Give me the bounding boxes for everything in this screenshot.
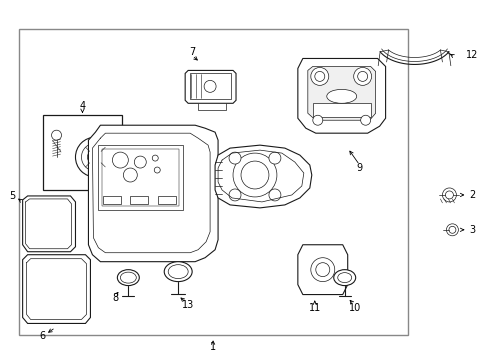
Text: 9: 9 [356,163,362,173]
Text: 4: 4 [79,101,85,111]
Bar [19,28,407,336]
Bar [130,196,148,204]
Polygon shape [22,255,90,323]
Ellipse shape [120,272,136,283]
Circle shape [315,263,329,276]
Polygon shape [88,125,218,262]
Ellipse shape [326,89,356,103]
Bar [102,149,179,206]
Ellipse shape [168,265,188,279]
Circle shape [203,80,216,92]
Circle shape [268,189,280,201]
Text: 2: 2 [468,190,475,200]
Circle shape [241,161,268,189]
Bar [312,103,370,117]
Bar [190,73,230,99]
Circle shape [134,156,146,168]
Text: 1: 1 [210,342,216,352]
Circle shape [51,130,61,140]
Circle shape [312,115,322,125]
Circle shape [87,149,103,165]
Circle shape [353,67,371,85]
Ellipse shape [164,262,192,282]
Circle shape [228,152,241,164]
Polygon shape [215,145,311,208]
Circle shape [446,224,457,236]
Polygon shape [297,245,347,294]
Circle shape [445,191,452,199]
Circle shape [268,152,280,164]
Circle shape [228,189,241,201]
Bar [98,145,183,210]
Text: 6: 6 [40,332,45,341]
Circle shape [81,143,109,171]
Circle shape [442,188,455,202]
Bar [103,196,121,204]
Circle shape [448,226,455,233]
Circle shape [75,137,115,177]
Circle shape [112,152,128,168]
Circle shape [360,115,370,125]
Circle shape [233,153,276,197]
Polygon shape [297,58,385,133]
Polygon shape [198,103,225,110]
Text: 8: 8 [112,293,118,302]
Ellipse shape [337,273,351,283]
Text: 5: 5 [9,191,16,201]
Circle shape [123,168,137,182]
Circle shape [357,71,367,81]
Text: 11: 11 [308,302,320,312]
Text: 10: 10 [348,302,360,312]
Text: 12: 12 [466,50,478,60]
Text: 3: 3 [468,225,474,235]
Polygon shape [307,67,375,120]
Text: 7: 7 [189,48,195,58]
Bar [158,196,176,204]
Circle shape [152,155,158,161]
Circle shape [310,67,328,85]
Ellipse shape [117,270,139,285]
Polygon shape [22,196,75,252]
Circle shape [314,71,324,81]
Bar [42,115,122,190]
Ellipse shape [333,270,355,285]
Circle shape [310,258,334,282]
Polygon shape [185,71,236,103]
Circle shape [154,167,160,173]
Text: 13: 13 [182,300,194,310]
